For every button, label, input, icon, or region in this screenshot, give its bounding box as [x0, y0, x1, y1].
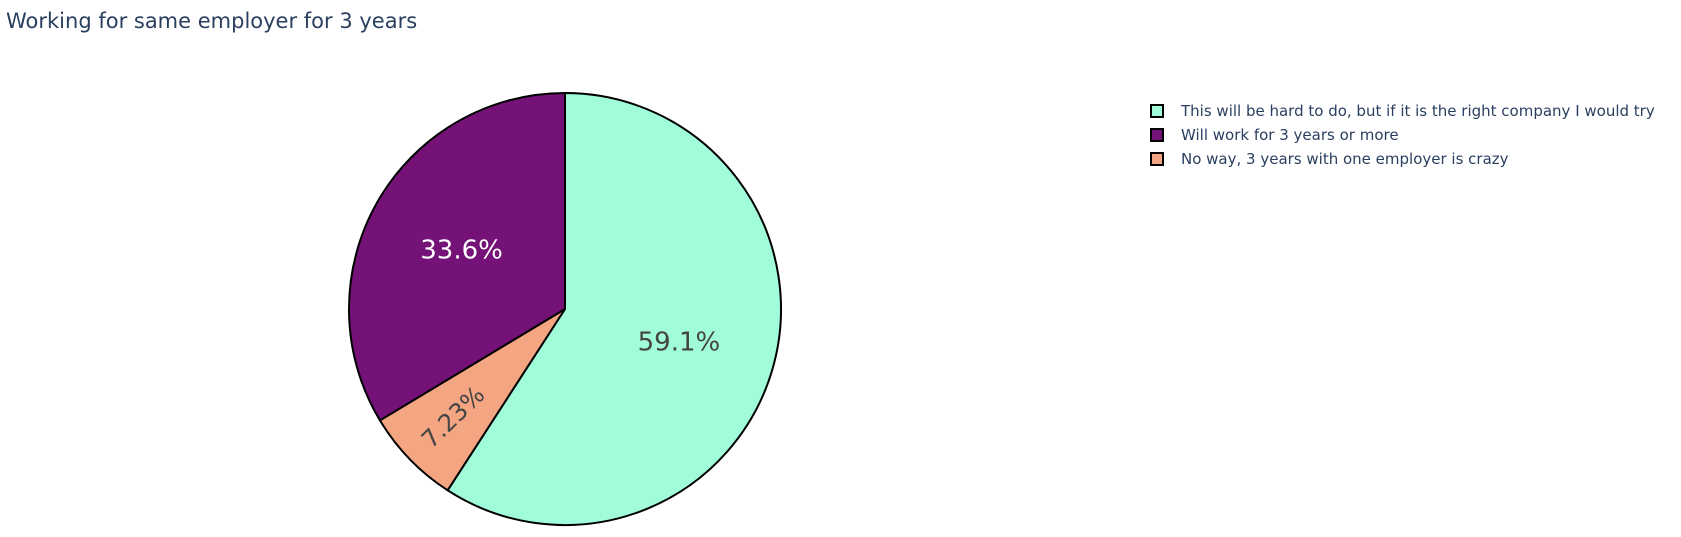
legend-item-2[interactable]: No way, 3 years with one employer is cra…	[1150, 147, 1655, 171]
legend-label: Will work for 3 years or more	[1181, 126, 1399, 144]
legend: This will be hard to do, but if it is th…	[1150, 99, 1655, 171]
legend-swatch	[1150, 152, 1164, 166]
chart-title: Working for same employer for 3 years	[6, 9, 418, 33]
pie-slice-2	[348, 92, 566, 422]
legend-swatch	[1150, 128, 1164, 142]
pie-slices	[348, 92, 782, 526]
pie-slice-label-2: 33.6%	[420, 236, 503, 266]
legend-swatch	[1150, 104, 1164, 118]
pie-slice-label-0: 59.1%	[638, 328, 721, 358]
legend-item-0[interactable]: This will be hard to do, but if it is th…	[1150, 99, 1655, 123]
pie-slice-0	[446, 92, 782, 526]
legend-label: This will be hard to do, but if it is th…	[1181, 102, 1655, 120]
legend-item-1[interactable]: Will work for 3 years or more	[1150, 123, 1655, 147]
pie-slice-1	[378, 308, 566, 492]
legend-label: No way, 3 years with one employer is cra…	[1181, 150, 1509, 168]
